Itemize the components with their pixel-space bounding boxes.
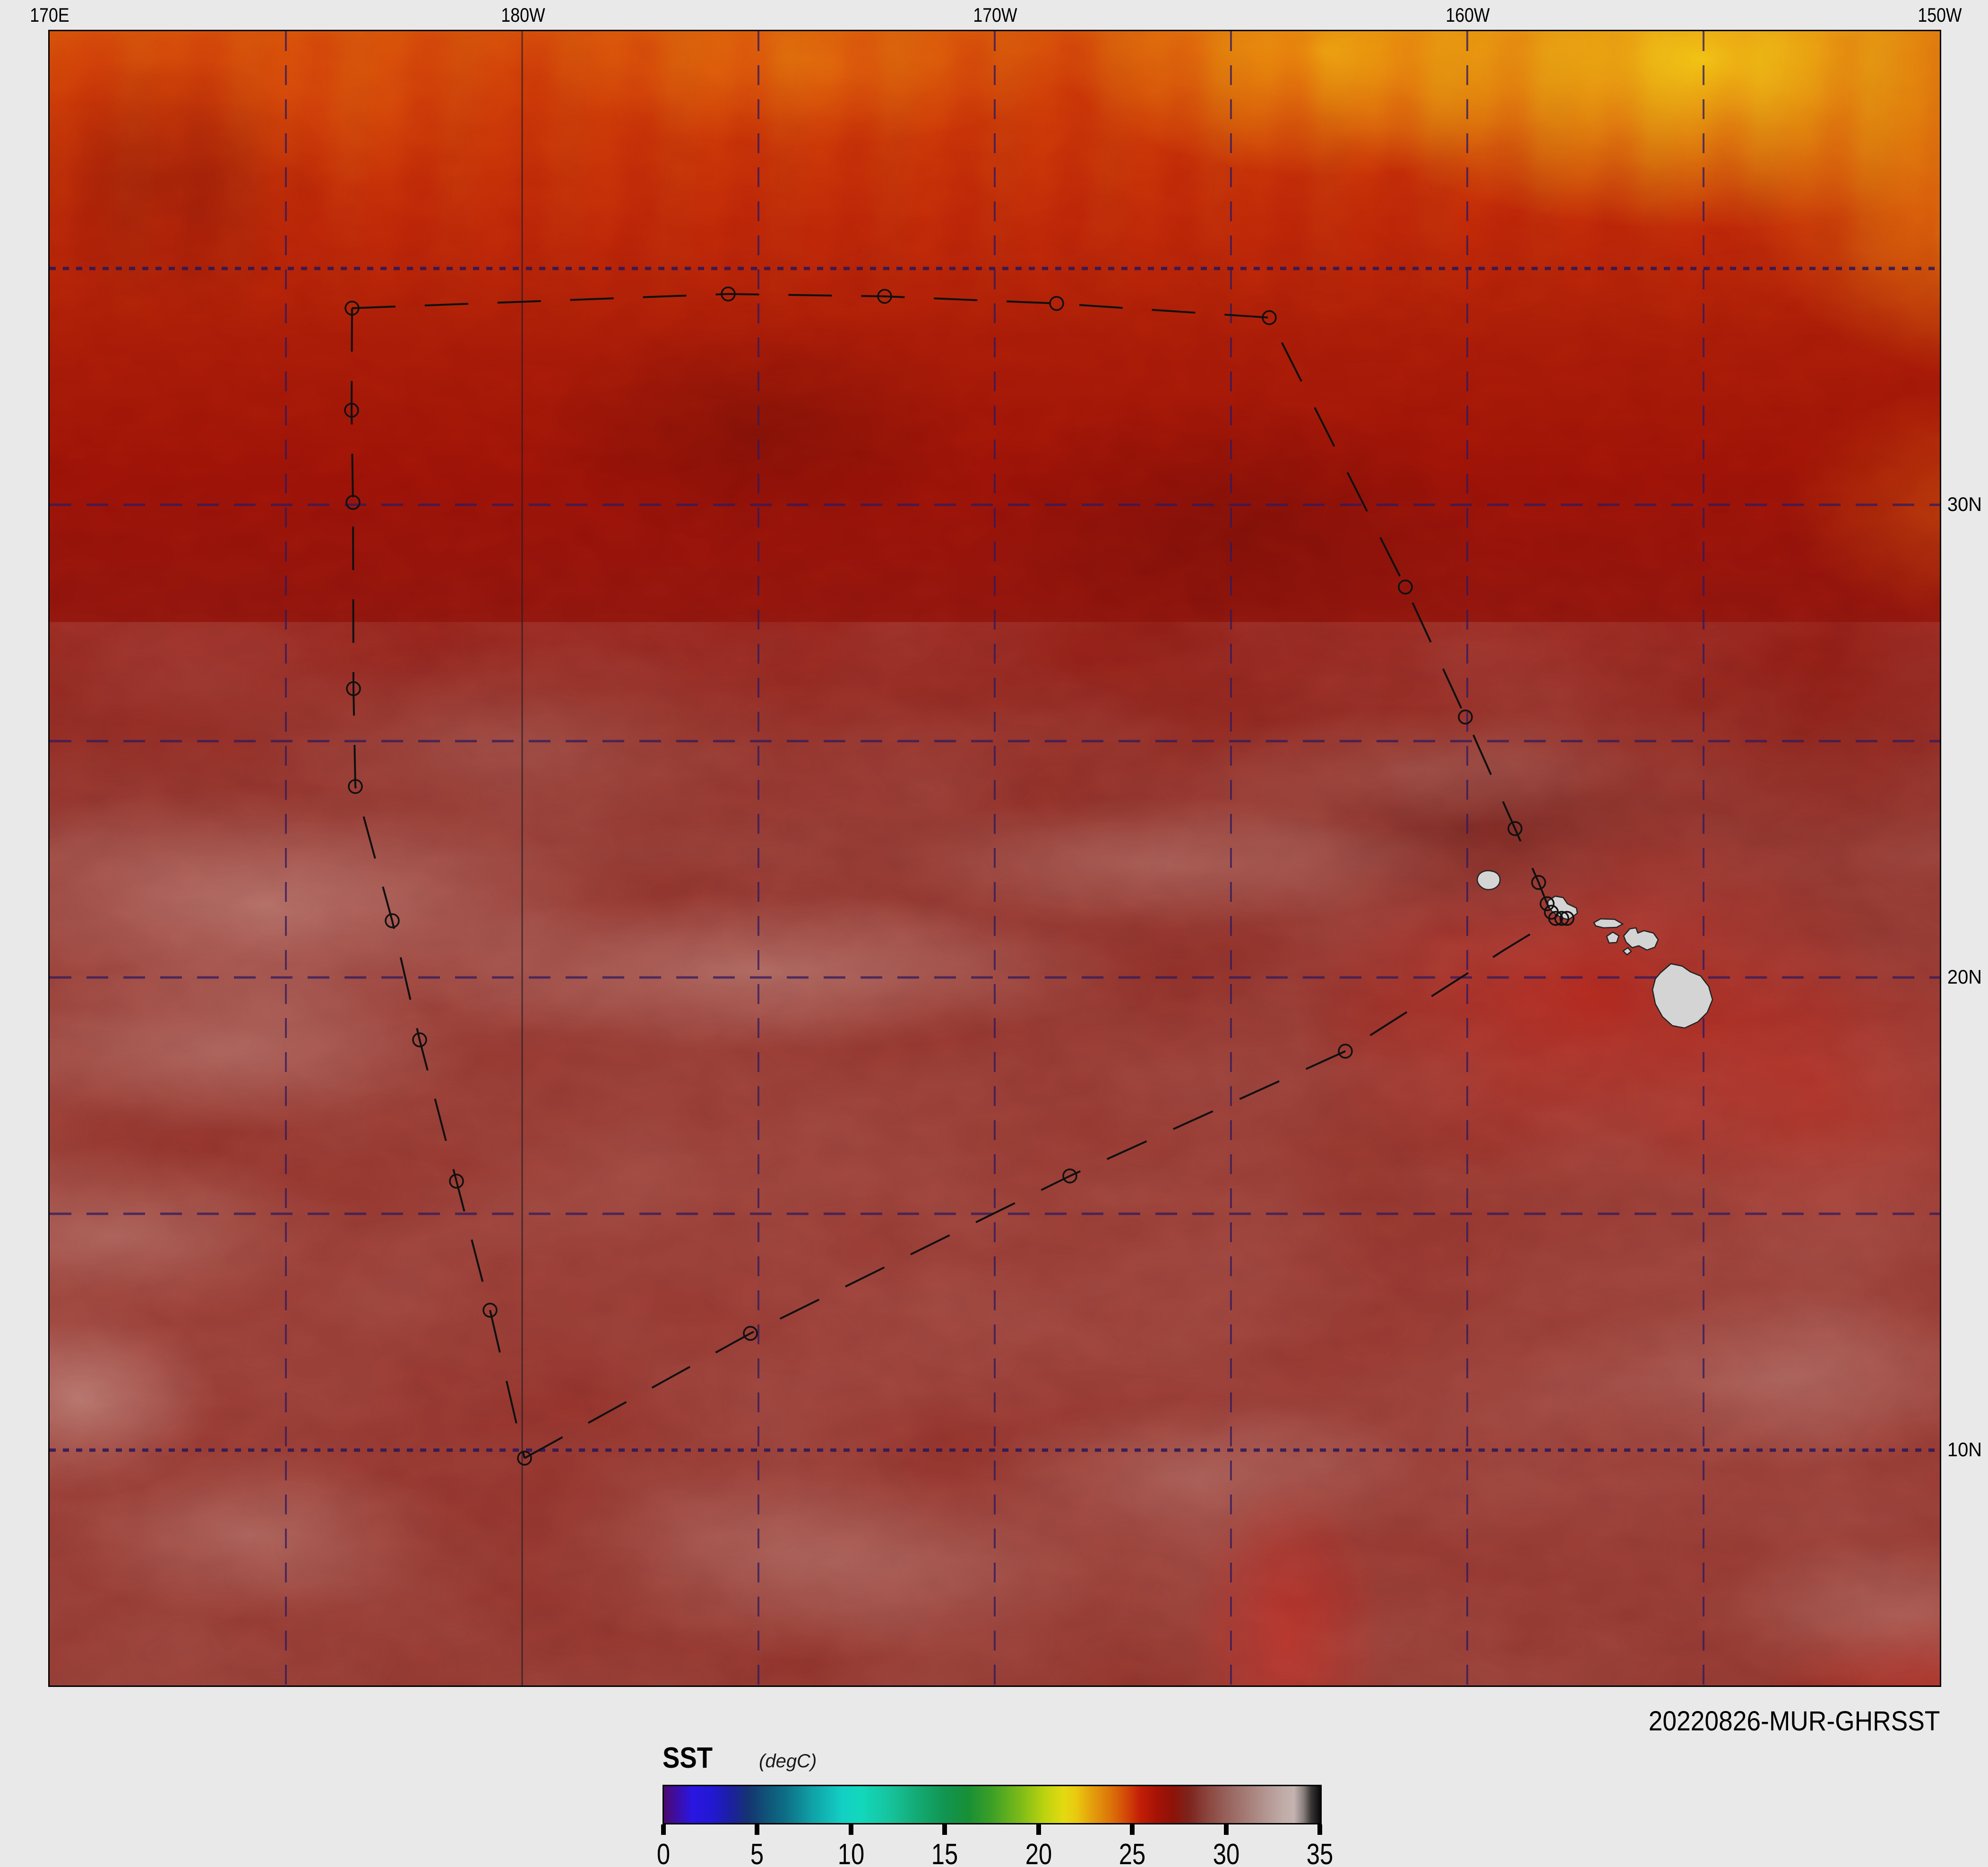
track-position-marker bbox=[1262, 310, 1277, 325]
track-position-marker bbox=[743, 1326, 758, 1341]
longitude-tick-label: 160W bbox=[1446, 4, 1490, 26]
track-position-marker bbox=[1559, 911, 1575, 926]
storm-track-line-southeast_leg bbox=[524, 917, 1557, 1459]
track-position-marker bbox=[1398, 579, 1413, 595]
track-position-marker bbox=[385, 913, 400, 928]
track-position-marker bbox=[412, 1032, 427, 1047]
longitude-tick-label: 180W bbox=[501, 4, 545, 26]
track-position-marker bbox=[1338, 1044, 1353, 1059]
legend-title: SST bbox=[663, 1742, 713, 1774]
colorbar-tick-mark bbox=[848, 1824, 853, 1835]
track-position-marker bbox=[1507, 821, 1523, 836]
storm-track-line-west_leg bbox=[350, 308, 525, 1459]
colorbar-tick-mark bbox=[1223, 1824, 1229, 1835]
island-hawaii bbox=[1652, 963, 1713, 1029]
island-kahoolawe bbox=[1622, 947, 1632, 956]
track-position-marker bbox=[517, 1451, 532, 1466]
storm-track-line-north_leg bbox=[352, 293, 1567, 919]
colorbar-tick-label: 30 bbox=[1213, 1838, 1239, 1867]
legend-unit: (degC) bbox=[759, 1751, 817, 1772]
map-plot-area bbox=[48, 30, 1941, 1687]
track-position-marker bbox=[1540, 896, 1555, 911]
latitude-tick-label: 20N bbox=[1947, 966, 1982, 988]
track-position-marker bbox=[1548, 911, 1563, 926]
track-position-marker bbox=[721, 286, 736, 302]
track-position-marker bbox=[449, 1174, 464, 1189]
colorbar-tick-label: 5 bbox=[750, 1838, 764, 1867]
colorbar-gradient bbox=[663, 1785, 1322, 1824]
storm-track bbox=[344, 286, 1575, 1466]
track-position-marker bbox=[344, 301, 360, 316]
colorbar-tick-label: 20 bbox=[1025, 1838, 1052, 1867]
colorbar-tick-label: 15 bbox=[931, 1838, 958, 1867]
dataset-date-label: 20220826-MUR-GHRSST bbox=[1648, 1706, 1940, 1737]
colorbar-tick-label: 0 bbox=[656, 1838, 671, 1867]
colorbar-tick-label: 10 bbox=[837, 1838, 865, 1867]
hawaiian-islands bbox=[1476, 870, 1713, 1029]
longitude-tick-label: 170W bbox=[973, 4, 1017, 26]
colorbar-tick-label: 25 bbox=[1119, 1838, 1146, 1867]
track-position-marker bbox=[877, 289, 892, 304]
island-maui bbox=[1623, 927, 1659, 951]
longitude-tick-label: 170E bbox=[30, 4, 69, 26]
colorbar-tick-label: 35 bbox=[1306, 1838, 1334, 1867]
track-position-marker bbox=[346, 681, 361, 696]
graticule-gridlines bbox=[50, 31, 1940, 1685]
colorbar-tick-mark bbox=[661, 1824, 666, 1835]
map-overlay-svg bbox=[50, 31, 1940, 1685]
colorbar-tick-mark bbox=[1317, 1824, 1322, 1835]
island-lanai bbox=[1606, 931, 1620, 944]
track-position-marker bbox=[1554, 911, 1569, 926]
track-position-marker bbox=[1531, 875, 1546, 890]
colorbar-tick-mark bbox=[942, 1824, 947, 1835]
track-position-marker bbox=[344, 403, 359, 418]
island-kauai bbox=[1476, 870, 1501, 890]
track-position-marker bbox=[1049, 296, 1064, 311]
latitude-tick-label: 30N bbox=[1947, 493, 1982, 516]
track-position-marker bbox=[1458, 709, 1473, 725]
longitude-tick-label: 150W bbox=[1918, 4, 1962, 26]
latitude-tick-label: 10N bbox=[1947, 1438, 1982, 1461]
colorbar-tick-mark bbox=[1130, 1824, 1135, 1835]
track-position-marker bbox=[348, 779, 363, 794]
track-position-marker bbox=[345, 495, 361, 510]
track-position-marker bbox=[482, 1303, 498, 1318]
colorbar-tick-mark bbox=[755, 1824, 760, 1835]
colorbar-tick-mark bbox=[1036, 1824, 1041, 1835]
track-position-marker bbox=[1062, 1168, 1077, 1184]
island-molokai bbox=[1593, 918, 1624, 929]
